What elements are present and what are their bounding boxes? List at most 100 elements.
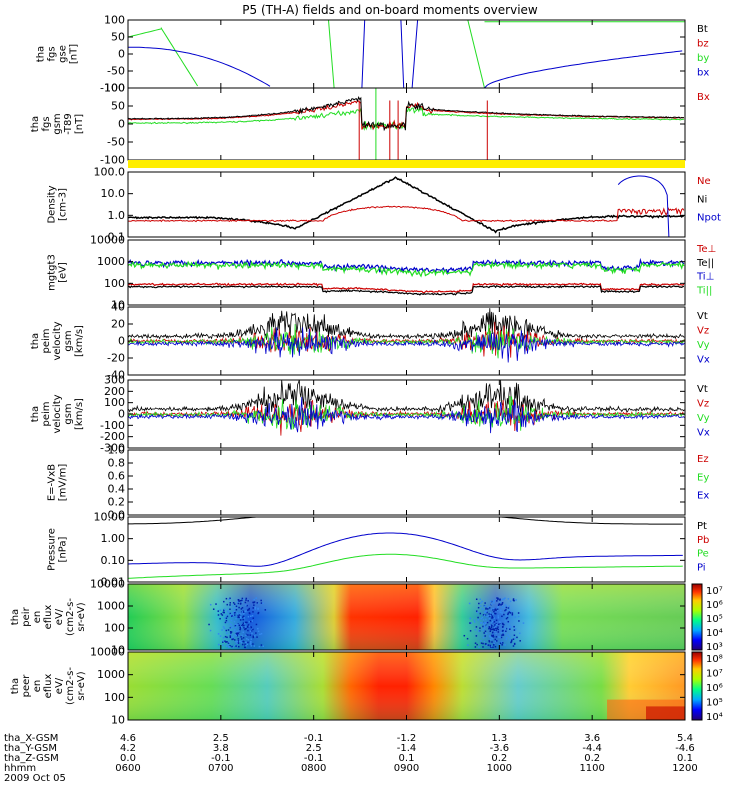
spectrogram-pixel — [479, 627, 481, 629]
orbit-value: 4.6 — [120, 733, 136, 744]
spectrogram-pixel — [238, 606, 240, 609]
spectrogram-pixel — [238, 614, 241, 616]
spectrogram-pixel — [256, 636, 258, 638]
orbit-value: 0.1 — [677, 753, 693, 764]
spectrogram-pixel — [246, 638, 248, 640]
y-axis-label: tha — [30, 333, 41, 349]
spectrogram-pixel — [225, 629, 228, 632]
spectrogram-pixel — [229, 597, 231, 600]
spectrogram-pixel — [499, 636, 501, 638]
spectrogram-pixel — [480, 605, 482, 607]
spectrogram-pixel — [226, 632, 228, 635]
panel-frame — [127, 19, 686, 89]
spectrogram-pixel — [479, 598, 481, 601]
spectrogram-pixel — [495, 636, 498, 638]
colorbar-label: 10⁴ — [706, 712, 723, 723]
trace-v — [128, 308, 685, 341]
spectrogram-pixel — [507, 634, 509, 636]
spectrogram-pixel — [511, 613, 514, 616]
legend-vy: Vy — [697, 413, 710, 424]
y-axis-label: tha — [10, 609, 21, 625]
spectrogram-pixel — [494, 638, 497, 641]
panel-body — [128, 584, 685, 650]
spectrogram-pixel — [493, 599, 496, 602]
spectrogram-pixel — [244, 641, 247, 644]
spectrogram-pixel — [248, 607, 251, 610]
spectrogram-pixel — [488, 607, 491, 609]
spectrogram-pixel — [241, 634, 243, 637]
spectrogram-pixel — [514, 637, 516, 639]
spectrogram-pixel — [505, 627, 508, 630]
spectrogram-pixel — [646, 706, 685, 720]
spectrogram-pixel — [480, 640, 482, 642]
spectrogram-pixel — [507, 621, 509, 624]
panel-frame — [127, 379, 686, 449]
spectrogram-pixel — [219, 635, 222, 637]
spectrogram-pixel — [242, 640, 244, 643]
orbit-value: 3.6 — [584, 733, 600, 744]
spectrogram-pixel — [495, 640, 498, 642]
spectrogram-pixel — [491, 635, 494, 637]
legend-vy: Vy — [697, 340, 710, 351]
legend-vx: Vx — [697, 355, 710, 366]
spectrogram-pixel — [485, 632, 488, 635]
spectrogram-pixel — [251, 632, 253, 635]
spectrogram-pixel — [219, 617, 221, 620]
spectrogram-pixel — [220, 613, 223, 615]
spectrogram-pixel — [516, 636, 518, 639]
spectrogram-pixel — [477, 606, 480, 609]
y-tick-label: 0.01 — [101, 576, 126, 589]
trace-by — [328, 20, 335, 88]
spectrogram-pixel — [243, 624, 245, 627]
colorbar — [691, 583, 703, 651]
y-axis-label: E=-VxB — [47, 464, 58, 501]
spectrogram-pixel — [509, 628, 511, 630]
spectrogram-pixel — [247, 624, 250, 626]
spectrogram-pixel — [226, 610, 229, 612]
spectrogram-pixel — [522, 622, 525, 624]
trace-v — [128, 327, 685, 363]
panel-temp: 10000 1000 100 10 mgtgt3 [eV] Te⊥ Te|| Ti⊥ Ti|| — [47, 234, 717, 312]
spectrogram-pixel — [509, 639, 511, 641]
spectrogram-pixel — [498, 643, 501, 645]
spectrogram-pixel — [463, 634, 466, 637]
spectrogram-pixel — [231, 638, 233, 641]
spectrogram-pixel — [488, 627, 491, 629]
y-tick-label: 10.00 — [94, 511, 126, 524]
spectrogram-pixel — [512, 645, 515, 647]
spectrogram-pixel — [237, 599, 240, 601]
spectrogram-pixel — [494, 624, 496, 626]
spectrogram-pixel — [232, 614, 235, 616]
spectrogram-pixel — [492, 634, 495, 636]
spectrogram-pixel — [495, 629, 497, 632]
spectrogram-pixel — [242, 611, 245, 613]
spectrogram-pixel — [229, 602, 231, 604]
spectrogram-pixel — [235, 632, 238, 635]
spectrogram-pixel — [233, 620, 236, 623]
spectrogram-pixel — [469, 630, 472, 632]
trace-te-par — [128, 284, 685, 296]
spectrogram-pixel — [485, 608, 487, 610]
spectrogram-pixel — [227, 629, 230, 631]
panel-body — [128, 257, 685, 296]
spectrogram-pixel — [241, 599, 243, 602]
spectrogram-pixel — [228, 641, 231, 644]
spectrogram-pixel — [255, 597, 257, 599]
spectrogram-pixel — [490, 600, 492, 603]
orbit-value: 0.0 — [120, 753, 136, 764]
spectrogram-pixel — [493, 626, 496, 628]
spectrogram-pixel — [257, 612, 259, 615]
spectrogram-pixel — [468, 602, 471, 605]
spectrogram-pixel — [254, 608, 257, 610]
spectrogram-pixel — [511, 612, 514, 614]
spectrogram-pixel — [242, 618, 244, 621]
spectrogram-pixel — [497, 615, 499, 617]
spectrogram-pixel — [243, 640, 245, 643]
orbit-date: 2009 Oct 05 — [4, 773, 66, 784]
spectrogram-pixel — [241, 607, 244, 609]
panel-frame — [127, 449, 686, 516]
spectrogram-pixel — [512, 598, 515, 600]
spectrogram-pixel — [491, 638, 494, 640]
spectrogram-pixel — [241, 639, 244, 642]
orbit-row-label: tha_Y-GSM — [4, 743, 57, 754]
